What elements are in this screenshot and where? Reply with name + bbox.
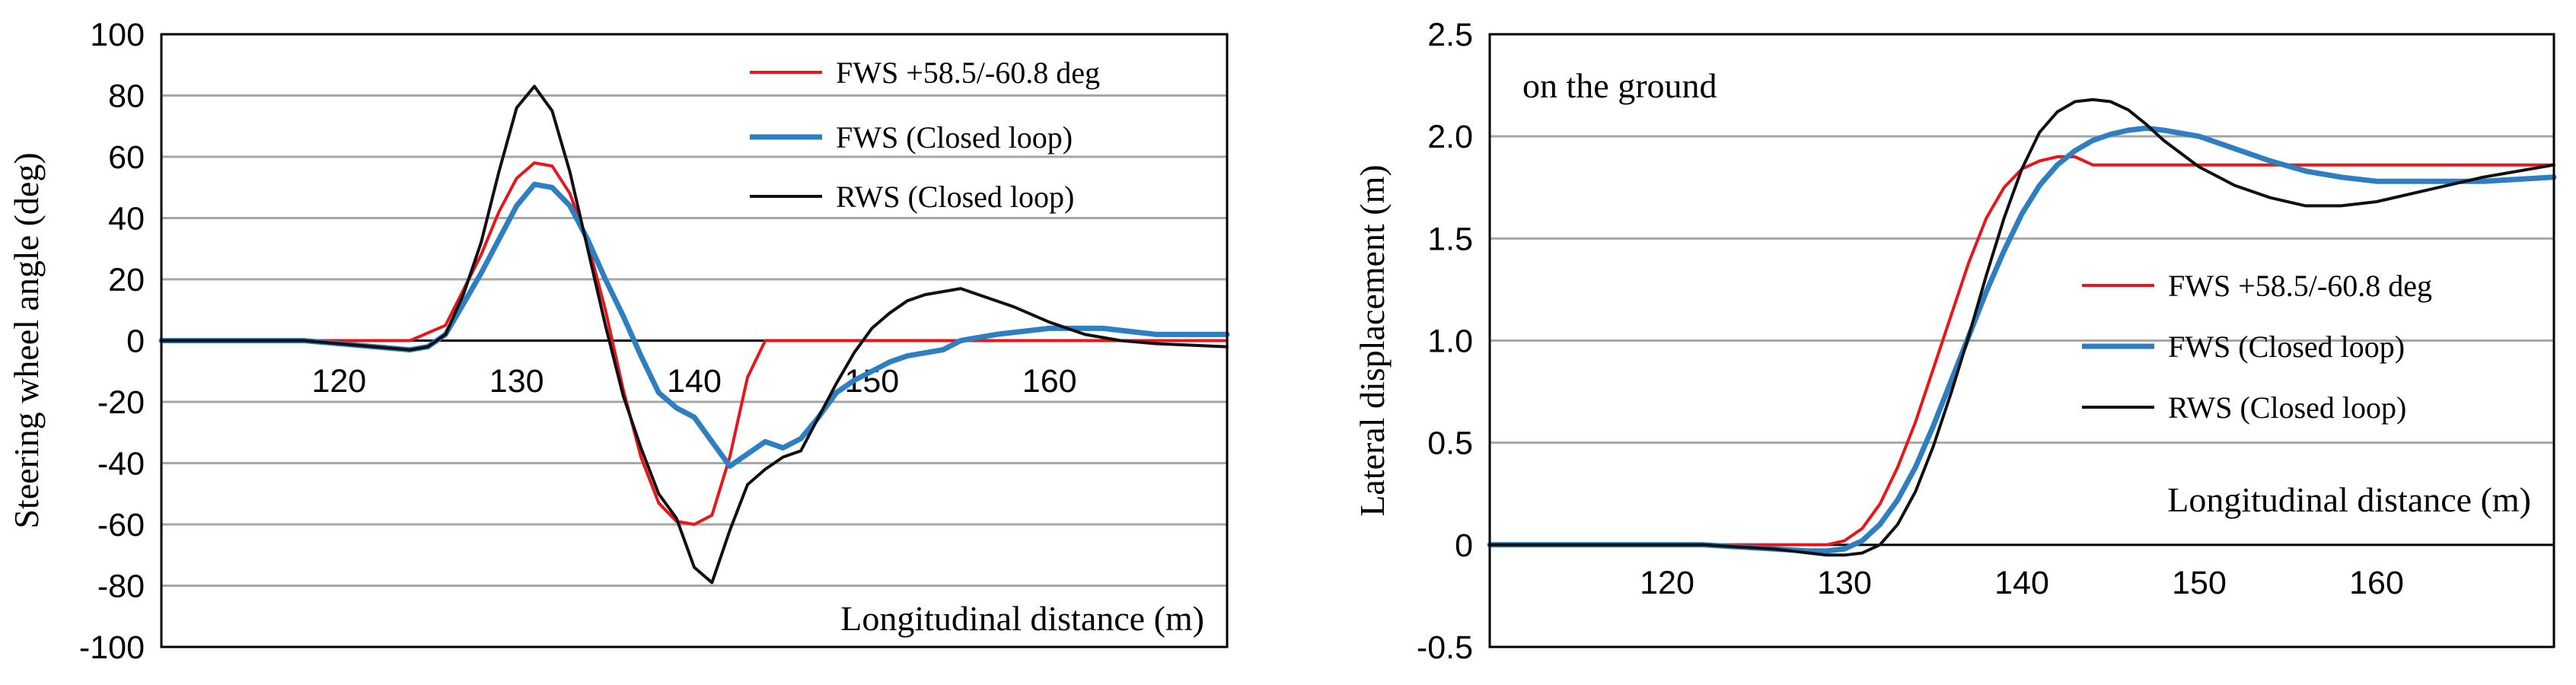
y-tick-label: -100 xyxy=(79,629,145,666)
series-line-0 xyxy=(1488,155,2555,546)
y-tick-label: 2.5 xyxy=(1427,17,1473,53)
chart-annotation: on the ground xyxy=(1522,66,1717,105)
series-line-2 xyxy=(160,84,1229,585)
legend-label: FWS +58.5/-60.8 deg xyxy=(2168,269,2432,303)
x-tick-label: 120 xyxy=(1640,565,1694,601)
y-tick-label: -0.5 xyxy=(1417,629,1473,666)
x-axis-label: Longitudinal distance (m) xyxy=(840,599,1204,638)
x-tick-label: 120 xyxy=(311,363,366,400)
y-tick-label: -20 xyxy=(97,384,145,421)
plot-frame xyxy=(160,33,1229,648)
y-tick-label: 60 xyxy=(108,139,145,176)
x-tick-label: 130 xyxy=(1817,565,1872,601)
y-tick-label: -80 xyxy=(97,569,145,605)
y-tick-label: 1.0 xyxy=(1427,323,1473,360)
legend-label: RWS (Closed loop) xyxy=(836,180,1074,214)
y-axis-label: Steering wheel angle (deg) xyxy=(7,152,46,528)
y-tick-label: 0 xyxy=(126,323,145,360)
y-tick-label: 100 xyxy=(90,17,145,53)
lateral-displacement-chart: 2.5 2.0 1.5 1.0 0.5 0 -0.5 120 130 140 150 160 FWS +… xyxy=(1353,17,2557,666)
y-tick-label: 0.5 xyxy=(1427,425,1473,462)
x-tick-label: 140 xyxy=(1994,565,2049,601)
series-line-0 xyxy=(160,161,1229,526)
series-line-1 xyxy=(158,181,1230,469)
y-axis-label: Lateral displacement (m) xyxy=(1353,164,1392,516)
y-tick-label: -60 xyxy=(97,507,145,543)
x-tick-label: 150 xyxy=(2172,565,2227,601)
y-tick-label: -40 xyxy=(97,446,145,483)
series-line-1 xyxy=(1487,125,2557,554)
y-tick-label: 80 xyxy=(108,78,145,115)
legend-label: RWS (Closed loop) xyxy=(2168,390,2406,425)
x-tick-label: 140 xyxy=(667,363,722,400)
x-tick-label: 130 xyxy=(489,363,544,400)
x-tick-label: 160 xyxy=(1022,363,1077,400)
legend-label: FWS +58.5/-60.8 deg xyxy=(836,56,1100,90)
y-tick-label: 1.5 xyxy=(1427,221,1473,257)
series-line-2 xyxy=(1488,97,2555,557)
legend-label: FWS (Closed loop) xyxy=(836,120,1073,155)
legend-label: FWS (Closed loop) xyxy=(2168,330,2405,364)
y-tick-label: 2.0 xyxy=(1427,119,1473,155)
plot-frame xyxy=(1488,33,2555,648)
x-axis-label: Longitudinal distance (m) xyxy=(2167,480,2531,519)
y-tick-label: 40 xyxy=(108,201,145,237)
y-tick-label: 20 xyxy=(108,262,145,298)
y-tick-label: 0 xyxy=(1455,527,1473,564)
x-tick-label: 160 xyxy=(2349,565,2404,601)
